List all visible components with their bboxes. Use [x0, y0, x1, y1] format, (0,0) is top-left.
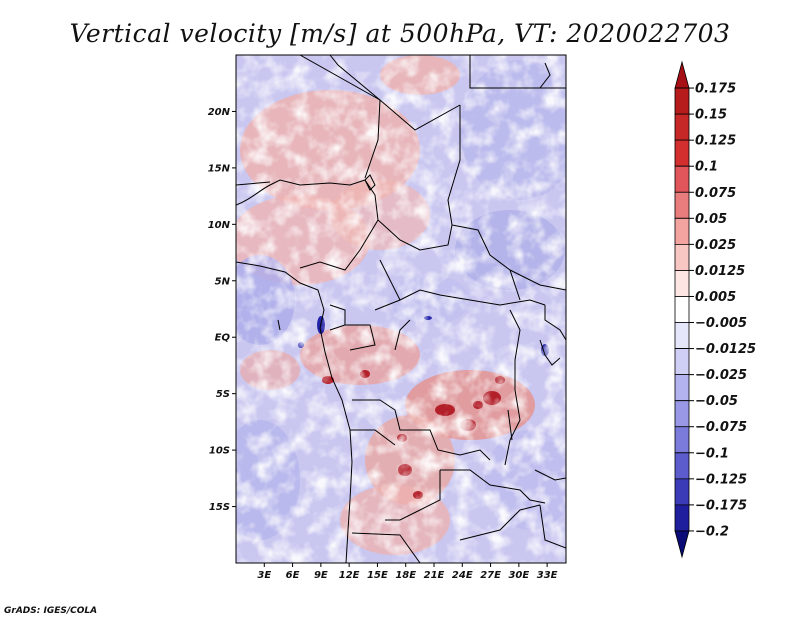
colorbar-label: −0.1	[695, 446, 729, 461]
latitude-ticks: 20N 15N 10N 5N EQ 5S 10S 15S	[208, 107, 236, 513]
colorbar-swatch	[674, 452, 690, 480]
colorbar-swatch	[674, 322, 690, 349]
colorbar-label: −0.125	[695, 472, 747, 487]
colorbar-swatch	[674, 504, 690, 532]
longitude-ticks: 3E 6E 9E 12E 15E 18E 21E 24E 27E 30E 33E	[257, 563, 558, 581]
colorbar-label: 0.1	[695, 160, 718, 175]
colorbar-swatch	[674, 243, 690, 271]
colorbar-label: −0.2	[695, 524, 729, 539]
lat-tick-label: 10N	[208, 220, 231, 231]
lon-tick-label: 24E	[452, 570, 473, 581]
colorbar-label: 0.025	[695, 238, 736, 253]
lon-tick-label: 6E	[286, 570, 300, 581]
lon-tick-label: 30E	[508, 570, 529, 581]
colorbar-swatch	[674, 139, 690, 167]
speckle-texture	[236, 55, 566, 563]
lon-tick-label: 12E	[339, 570, 360, 581]
colorbar-swatch	[674, 60, 690, 89]
lon-tick-label: 18E	[395, 570, 416, 581]
lat-tick-label: 15N	[208, 163, 231, 174]
colorbar-swatch	[674, 191, 690, 219]
colorbar-label: 0.125	[695, 134, 736, 149]
lon-tick-label: 33E	[537, 570, 558, 581]
colorbar-swatch	[674, 374, 690, 402]
colorbar-label: −0.0125	[695, 342, 756, 357]
lon-tick-label: 3E	[257, 570, 271, 581]
colorbar-swatch	[674, 426, 690, 454]
map-panel	[236, 55, 566, 563]
grads-credit: GrADS: IGES/COLA	[4, 606, 97, 616]
colorbar-label: −0.075	[695, 420, 747, 435]
colorbar-swatch	[674, 530, 690, 559]
colorbar-label: 0.0125	[695, 264, 745, 279]
lat-tick-label: 20N	[208, 107, 231, 118]
colorbar-swatch	[674, 478, 690, 506]
colorbar-label: −0.05	[695, 394, 738, 409]
lat-tick-label: 5S	[216, 389, 230, 400]
colorbar: 0.175 0.15 0.125 0.1 0.075 0.05 0.025 0.0125 0.0…	[674, 60, 756, 559]
lon-tick-label: 15E	[367, 570, 388, 581]
colorbar-swatch	[674, 217, 690, 245]
colorbar-swatch	[674, 296, 690, 323]
colorbar-label: 0.005	[695, 290, 736, 305]
lat-tick-label: 15S	[209, 502, 230, 513]
colorbar-label: −0.175	[695, 498, 747, 513]
lat-tick-label: 10S	[209, 446, 230, 457]
colorbar-label: 0.075	[695, 186, 736, 201]
lat-tick-label: EQ	[215, 333, 231, 344]
colorbar-label: 0.15	[695, 108, 727, 123]
chart-title: Vertical velocity [m/s] at 500hPa, VT: 2…	[70, 19, 731, 48]
colorbar-swatch	[674, 348, 690, 376]
lon-tick-label: 27E	[480, 570, 501, 581]
colorbar-swatch	[674, 113, 690, 141]
colorbar-swatch	[674, 87, 690, 115]
colorbar-swatch	[674, 165, 690, 193]
colorbar-label: 0.175	[695, 82, 736, 97]
colorbar-label: −0.005	[695, 316, 747, 331]
lon-tick-label: 9E	[314, 570, 328, 581]
lon-tick-label: 21E	[424, 570, 445, 581]
colorbar-label: 0.05	[695, 212, 727, 227]
country-borders	[236, 55, 566, 563]
colorbar-swatch	[674, 270, 690, 297]
map-frame	[235, 54, 567, 564]
colorbar-label: −0.025	[695, 368, 747, 383]
lat-tick-label: 5N	[215, 276, 231, 287]
colorbar-swatch	[674, 400, 690, 428]
